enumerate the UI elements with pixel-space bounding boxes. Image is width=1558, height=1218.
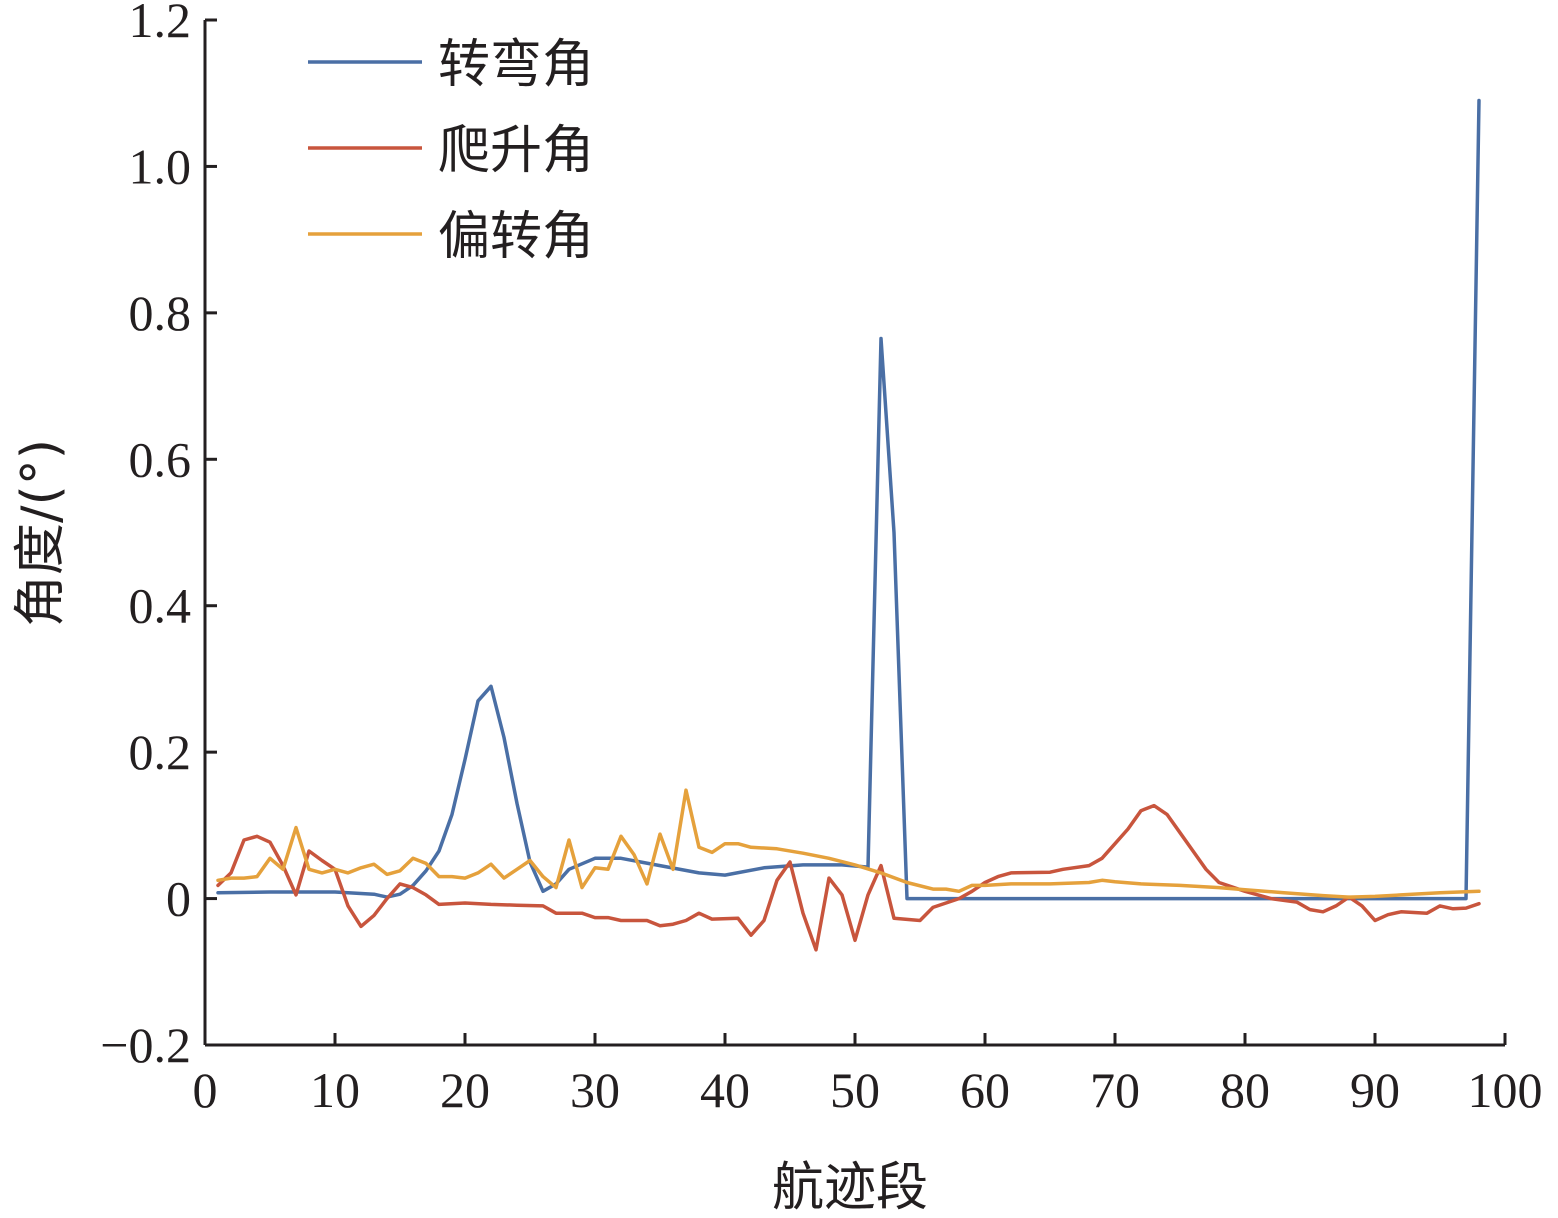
legend-label: 转弯角: [438, 35, 594, 95]
axes: [203, 20, 1505, 1047]
y-tick-label: −0.2: [100, 1017, 191, 1073]
legend-label: 偏转角: [438, 207, 594, 267]
series-line-3: [216, 788, 1481, 899]
series-group: [216, 98, 1481, 952]
y-tick-label: 1.0: [129, 138, 192, 194]
x-tick-label: 10: [310, 1062, 360, 1118]
y-tick-label: 0.8: [129, 285, 192, 341]
x-tick-label: 90: [1350, 1062, 1400, 1118]
y-tick-label: 0.2: [129, 724, 192, 780]
x-ticks: 0 10 20 30 40 50 60 70 80 90 100: [193, 1033, 1543, 1118]
series-line-2: [216, 803, 1481, 952]
y-tick-label: 0.4: [129, 578, 192, 634]
x-tick-label: 0: [193, 1062, 218, 1118]
x-tick-label: 60: [960, 1062, 1010, 1118]
x-tick-label: 100: [1468, 1062, 1543, 1118]
x-tick-label: 50: [830, 1062, 880, 1118]
y-tick-label: 0.6: [129, 431, 192, 487]
legend-label: 爬升角: [438, 121, 594, 181]
x-tick-label: 70: [1090, 1062, 1140, 1118]
x-tick-label: 40: [700, 1062, 750, 1118]
y-ticks: −0.2 0 0.2 0.4 0.6 0.8 1.0 1.2: [100, 0, 217, 1073]
series-line-1: [216, 98, 1481, 901]
y-axis-title: 角度/(°): [11, 439, 71, 627]
x-tick-label: 20: [440, 1062, 490, 1118]
y-tick-label: 1.2: [129, 0, 192, 48]
x-tick-label: 80: [1220, 1062, 1270, 1118]
x-axis-title: 航迹段: [772, 1158, 928, 1218]
x-tick-label: 30: [570, 1062, 620, 1118]
y-tick-label: 0: [166, 871, 191, 927]
